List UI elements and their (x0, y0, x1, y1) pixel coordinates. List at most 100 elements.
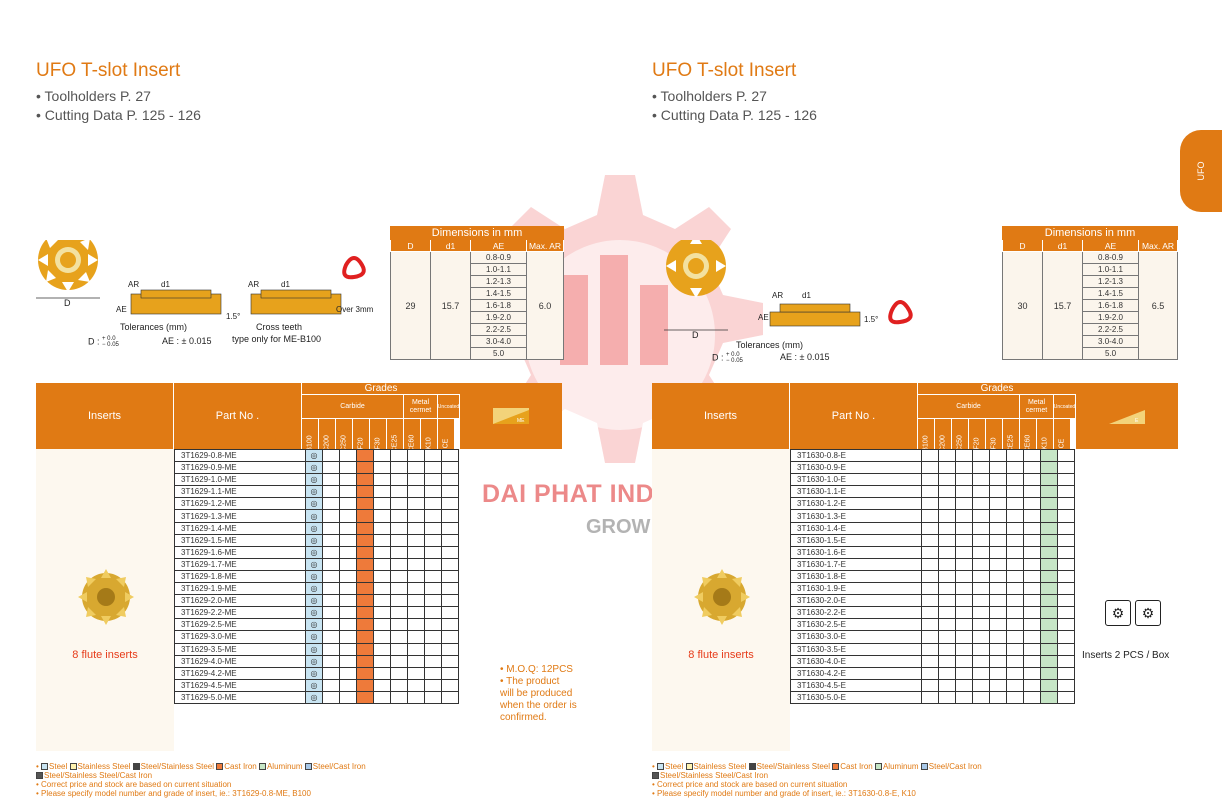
grade-cell (1006, 594, 1024, 608)
grade-cell (322, 630, 340, 644)
grade-cell (1057, 654, 1075, 668)
legend: • Steel Stainless Steel Steel/Stainless … (652, 762, 982, 798)
grade-cell (424, 485, 442, 499)
grade-cell (1040, 509, 1058, 523)
part-number: 3T1630-1.6-E (790, 545, 922, 559)
grade-cell (1057, 630, 1075, 644)
part-number: 3T1630-2.5-E (790, 618, 922, 632)
grade-cell (1023, 678, 1041, 692)
grade-cell (424, 618, 442, 632)
grade-cell (972, 690, 990, 704)
insert-diagram: D AR d1 AE 1.5° (664, 240, 913, 340)
grade-cell (407, 545, 425, 559)
grade-cell (938, 461, 956, 475)
table-row: 3T1630-0.9-E (790, 461, 1075, 475)
grade-cell (955, 485, 973, 499)
grade-cell (441, 569, 459, 584)
grade-cell (322, 545, 340, 559)
grade-cell (407, 448, 425, 463)
grade-cell (955, 521, 973, 535)
svg-text:E: E (1135, 418, 1139, 424)
part-number: 3T1629-0.9-ME (174, 461, 306, 475)
table-row: 3T1630-4.0-E (790, 654, 1075, 668)
grade-cell: ◎ (305, 642, 323, 656)
grade-cell (407, 485, 425, 499)
grade-cell (356, 678, 374, 692)
grade-cell (407, 557, 425, 571)
ufo-side-tab[interactable]: UFO (1180, 130, 1222, 212)
grade-cell (1040, 654, 1058, 668)
grade-cell (972, 485, 990, 499)
grades-table: Inserts Part No . Grades Carbide Metal c… (36, 383, 562, 753)
table-row: 3T1630-1.5-E (790, 533, 1075, 547)
grade-cell (1006, 557, 1024, 571)
grade-cell (955, 654, 973, 668)
grade-cell (407, 582, 425, 596)
grade-cell (972, 545, 990, 559)
page-title: UFO T-slot Insert (36, 60, 181, 81)
grade-cell (938, 485, 956, 499)
grade-cell (339, 533, 357, 547)
grade-cell (989, 582, 1007, 596)
grade-cell (1006, 690, 1024, 704)
grade-cell (424, 497, 442, 511)
grade-cell (373, 569, 391, 584)
grade-cell (1040, 473, 1058, 487)
grade-cell (1057, 678, 1075, 692)
grade-cell (972, 473, 990, 487)
grade-cell (921, 582, 939, 596)
grade-cell (441, 533, 459, 547)
grade-cell (356, 642, 374, 656)
gear-insert-icon (666, 240, 726, 298)
grade-cell (1040, 678, 1058, 692)
grade-cell (424, 594, 442, 608)
grade-cell (1023, 666, 1041, 680)
grade-cell (955, 497, 973, 511)
grade-cell (441, 509, 459, 523)
grade-cell (441, 485, 459, 499)
grade-cell (441, 545, 459, 559)
grade-cell (921, 666, 939, 680)
grade-cell (356, 606, 374, 620)
grade-cell: ◎ (305, 630, 323, 644)
grade-cell (989, 533, 1007, 547)
part-number: 3T1629-1.5-ME (174, 533, 306, 547)
grade-cell (390, 461, 408, 475)
table-row: 3T1630-1.1-E (790, 485, 1075, 499)
tolerance-title: Tolerances (mm) (120, 322, 188, 332)
grade-cell (424, 461, 442, 475)
grade-cell (921, 509, 939, 523)
tolerance-d: D : + 0.0− 0.05 (712, 352, 743, 364)
part-number: 3T1629-1.3-ME (174, 509, 306, 523)
grade-cell (989, 497, 1007, 511)
grade-cell (921, 569, 939, 584)
grade-cell (1057, 569, 1075, 584)
inserts-header: Inserts (652, 383, 790, 449)
table-row: 3T1630-4.2-E (790, 666, 1075, 680)
grade-cell (955, 690, 973, 704)
grade-cell (356, 654, 374, 668)
part-number: 3T1630-4.5-E (790, 678, 922, 692)
part-number: 3T1629-2.0-ME (174, 594, 306, 608)
table-row: 3T1629-4.2-ME ◎ (174, 666, 459, 680)
grade-cell (356, 594, 374, 608)
grade-cell: ◎ (305, 654, 323, 668)
grade-cell (1023, 654, 1041, 668)
grade-cell (938, 618, 956, 632)
table-row: 3T1630-1.0-E (790, 473, 1075, 487)
grade-cell (921, 642, 939, 656)
e-chip-icon: E (1109, 410, 1145, 424)
grade-cell (373, 448, 391, 463)
grade-cell (955, 533, 973, 547)
grade-cell (373, 630, 391, 644)
table-row: 3T1630-2.5-E (790, 618, 1075, 632)
part-number: 3T1630-1.1-E (790, 485, 922, 499)
grade-cell (390, 606, 408, 620)
grade-cell (339, 497, 357, 511)
grade-cell (1023, 594, 1041, 608)
part-number: 3T1630-3.0-E (790, 630, 922, 644)
grade-cell (424, 473, 442, 487)
grade-cell (322, 473, 340, 487)
part-number: 3T1630-0.9-E (790, 461, 922, 475)
grade-cell (938, 497, 956, 511)
